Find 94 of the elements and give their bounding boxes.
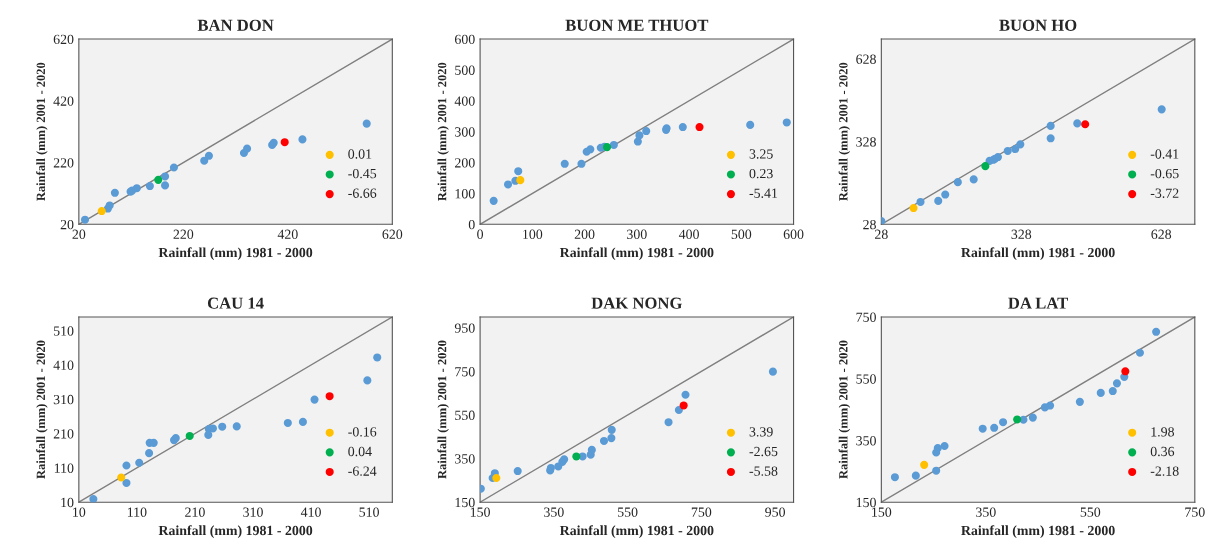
x-tick-label: 550 <box>618 507 638 517</box>
y-tick-label: 110 <box>54 463 74 473</box>
chart-title: DAK NONG <box>591 297 682 309</box>
y-axis-title: Rainfall (mm) 2001 - 2020 <box>838 62 851 201</box>
y-tick-label: 310 <box>53 394 74 405</box>
x-axis-title: Rainfall (mm) 1981 - 2000 <box>559 247 714 261</box>
y-tick-label: 0 <box>468 219 475 230</box>
x-tick-label: 200 <box>574 229 595 239</box>
x-tick-label: 110 <box>127 507 147 517</box>
y-tick-label: 750 <box>455 367 475 377</box>
chart-title: DA LAT <box>1008 297 1068 309</box>
y-tick-label: 150 <box>856 497 876 508</box>
legend-label: 0.23 <box>749 168 773 179</box>
legend-label: 1.98 <box>1151 427 1175 437</box>
x-tick-label: 328 <box>1011 229 1032 239</box>
y-axis-title: Rainfall (mm) 2001 - 2020 <box>437 62 449 201</box>
chart-title: BAN DON <box>197 19 274 31</box>
legend-label: -5.58 <box>749 466 778 476</box>
x-tick-label: 28 <box>875 229 888 239</box>
legend-label: -2.65 <box>749 446 778 457</box>
y-tick-label: 100 <box>455 189 475 199</box>
chart-title: BUON ME THUOT <box>565 19 709 31</box>
x-tick-label: 150 <box>872 507 892 517</box>
y-tick-label: 400 <box>454 96 475 106</box>
y-tick-label: 510 <box>53 326 74 336</box>
chart-title: BUON HO <box>999 19 1077 31</box>
legend-label: 3.39 <box>749 427 773 437</box>
x-tick-label: 500 <box>731 229 752 239</box>
y-tick-label: 950 <box>454 323 475 333</box>
y-tick-label: 620 <box>53 34 74 45</box>
legend-label: -0.65 <box>1150 168 1179 179</box>
y-tick-label: 600 <box>454 34 475 45</box>
x-tick-label: 350 <box>544 507 564 517</box>
x-axis-title: Rainfall (mm) 1981 - 2000 <box>158 247 313 261</box>
x-tick-label: 950 <box>765 507 786 517</box>
legend-label: -6.24 <box>348 466 377 476</box>
chart-title: CAU 14 <box>207 297 264 309</box>
x-tick-label: 600 <box>783 229 804 239</box>
x-tick-label: 420 <box>277 229 298 239</box>
x-tick-label: 100 <box>523 229 543 239</box>
y-tick-label: 550 <box>455 410 475 420</box>
x-tick-label: 510 <box>359 507 379 517</box>
legend-label: -3.72 <box>1150 188 1179 198</box>
y-tick-label: 628 <box>856 54 876 64</box>
y-tick-label: 10 <box>61 497 74 508</box>
y-tick-label: 410 <box>53 360 74 370</box>
x-tick-label: 628 <box>1151 229 1172 239</box>
x-tick-label: 750 <box>1185 507 1205 517</box>
y-tick-label: 328 <box>856 137 876 147</box>
y-tick-label: 20 <box>60 219 74 230</box>
x-tick-label: 410 <box>300 507 321 517</box>
y-tick-label: 550 <box>856 374 876 384</box>
y-tick-label: 28 <box>863 219 876 230</box>
x-tick-label: 750 <box>691 507 712 517</box>
y-tick-label: 210 <box>53 429 74 439</box>
y-tick-label: 420 <box>53 96 74 106</box>
legend-label: 0.01 <box>348 149 372 159</box>
legend-label: -6.66 <box>348 188 377 198</box>
x-axis-title: Rainfall (mm) 1981 - 2000 <box>961 525 1115 538</box>
x-axis-title: Rainfall (mm) 1981 - 2000 <box>158 525 313 538</box>
y-tick-label: 350 <box>856 436 876 446</box>
x-tick-label: 400 <box>678 229 699 239</box>
y-tick-label: 750 <box>856 312 876 322</box>
y-axis-title: Rainfall (mm) 2001 - 2020 <box>437 340 449 479</box>
y-tick-label: 300 <box>455 127 475 137</box>
x-tick-label: 10 <box>73 507 86 517</box>
y-axis-title: Rainfall (mm) 2001 - 2020 <box>36 62 48 201</box>
x-tick-label: 20 <box>72 229 86 239</box>
x-tick-label: 350 <box>976 507 996 517</box>
x-axis-title: Rainfall (mm) 1981 - 2000 <box>559 525 714 538</box>
legend-label: -5.41 <box>749 188 778 198</box>
legend-label: -0.41 <box>1150 149 1179 159</box>
x-axis-title: Rainfall (mm) 1981 - 2000 <box>961 247 1115 261</box>
legend-label: -0.45 <box>348 168 377 179</box>
x-tick-label: 620 <box>382 229 403 239</box>
x-tick-label: 550 <box>1080 507 1101 517</box>
x-tick-label: 0 <box>477 229 484 239</box>
x-tick-label: 210 <box>185 507 205 517</box>
y-tick-label: 220 <box>53 158 74 168</box>
legend-label: 0.04 <box>348 446 372 457</box>
legend-label: 0.36 <box>1150 446 1175 457</box>
y-tick-label: 200 <box>455 158 475 168</box>
legend-label: 3.25 <box>749 149 773 159</box>
y-tick-label: 150 <box>455 497 475 508</box>
legend-label: -0.16 <box>348 427 377 437</box>
x-tick-label: 300 <box>627 229 647 239</box>
y-tick-label: 350 <box>455 454 475 464</box>
x-tick-label: 310 <box>243 507 263 517</box>
y-tick-label: 500 <box>455 65 475 75</box>
y-axis-title: Rainfall (mm) 2001 - 2020 <box>838 340 851 479</box>
y-axis-title: Rainfall (mm) 2001 - 2020 <box>36 340 48 479</box>
x-tick-label: 150 <box>470 507 490 517</box>
x-tick-label: 220 <box>173 229 194 239</box>
legend-label: -2.18 <box>1150 466 1179 476</box>
